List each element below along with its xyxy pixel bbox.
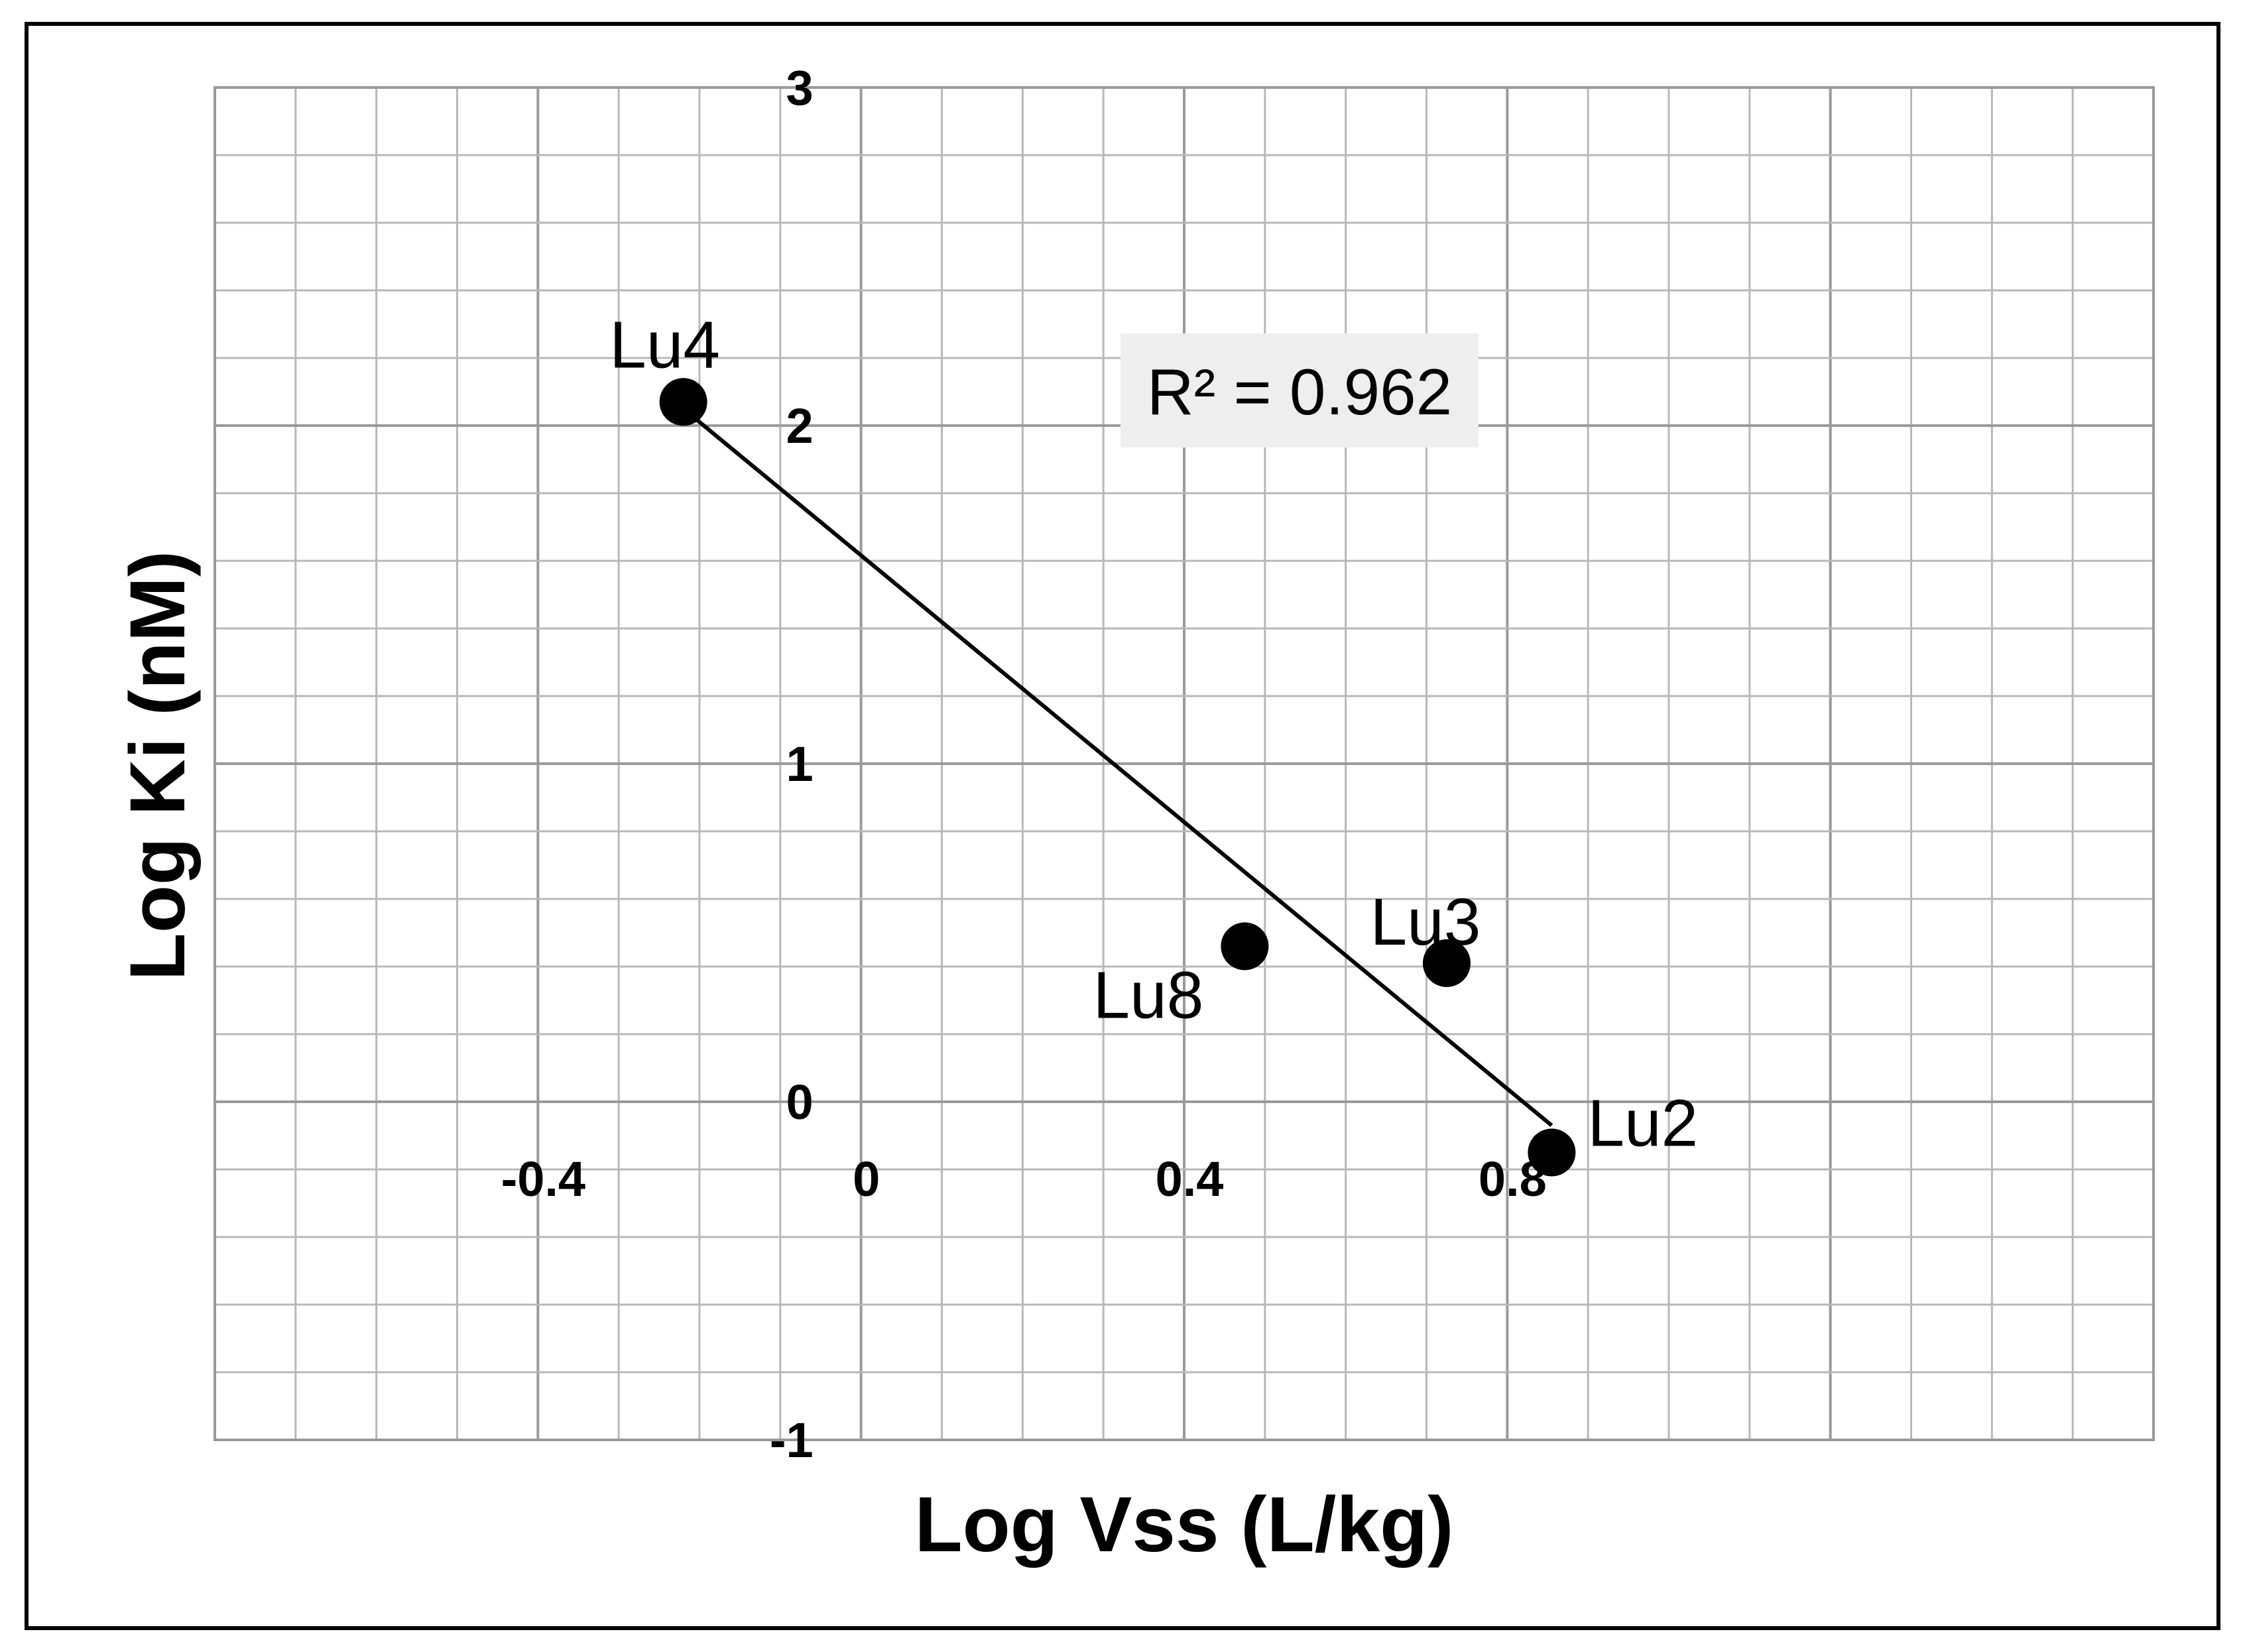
y-tick-label: 1 xyxy=(786,737,814,792)
y-tick-label: -1 xyxy=(770,1413,814,1468)
y-axis-title: Log Ki (nM) xyxy=(114,551,202,981)
point-label: Lu3 xyxy=(1370,885,1481,959)
y-tick-label: 3 xyxy=(786,60,814,115)
x-tick-label: -0.4 xyxy=(501,1151,586,1207)
plot-area-border xyxy=(213,86,2155,1441)
x-axis-title: Log Vss (L/kg) xyxy=(915,1481,1454,1568)
x-tick-label: 0 xyxy=(853,1151,880,1207)
r2-annotation: R² = 0.962 xyxy=(1147,355,1452,428)
point-labels: Lu4 Lu8 Lu3 Lu2 xyxy=(609,308,1698,1160)
chart-frame xyxy=(25,22,2220,1630)
data-points xyxy=(659,378,1576,1177)
r2-annotation-box xyxy=(1121,333,1479,447)
y-tick-labels: 3 2 1 0 -1 xyxy=(770,60,814,1468)
y-tick-label: 2 xyxy=(786,398,814,453)
x-tick-label: 0.4 xyxy=(1156,1151,1224,1207)
x-tick-labels: -0.4 0 0.4 0.8 xyxy=(501,1151,1547,1207)
point-label: Lu8 xyxy=(1093,958,1204,1032)
data-point xyxy=(1528,1128,1576,1177)
data-point xyxy=(1221,922,1269,971)
point-label: Lu4 xyxy=(609,308,720,382)
trendline xyxy=(682,407,1553,1128)
y-tick-label: 0 xyxy=(786,1075,814,1130)
grid-lines xyxy=(213,86,2155,1441)
data-point xyxy=(1422,939,1471,987)
data-point xyxy=(659,378,707,426)
point-label: Lu2 xyxy=(1587,1087,1698,1161)
